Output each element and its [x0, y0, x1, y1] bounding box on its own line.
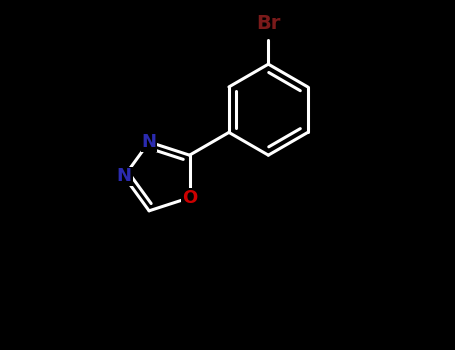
Text: N: N: [116, 167, 131, 186]
Text: O: O: [182, 189, 197, 207]
Text: N: N: [142, 133, 157, 151]
Text: Br: Br: [256, 14, 281, 33]
